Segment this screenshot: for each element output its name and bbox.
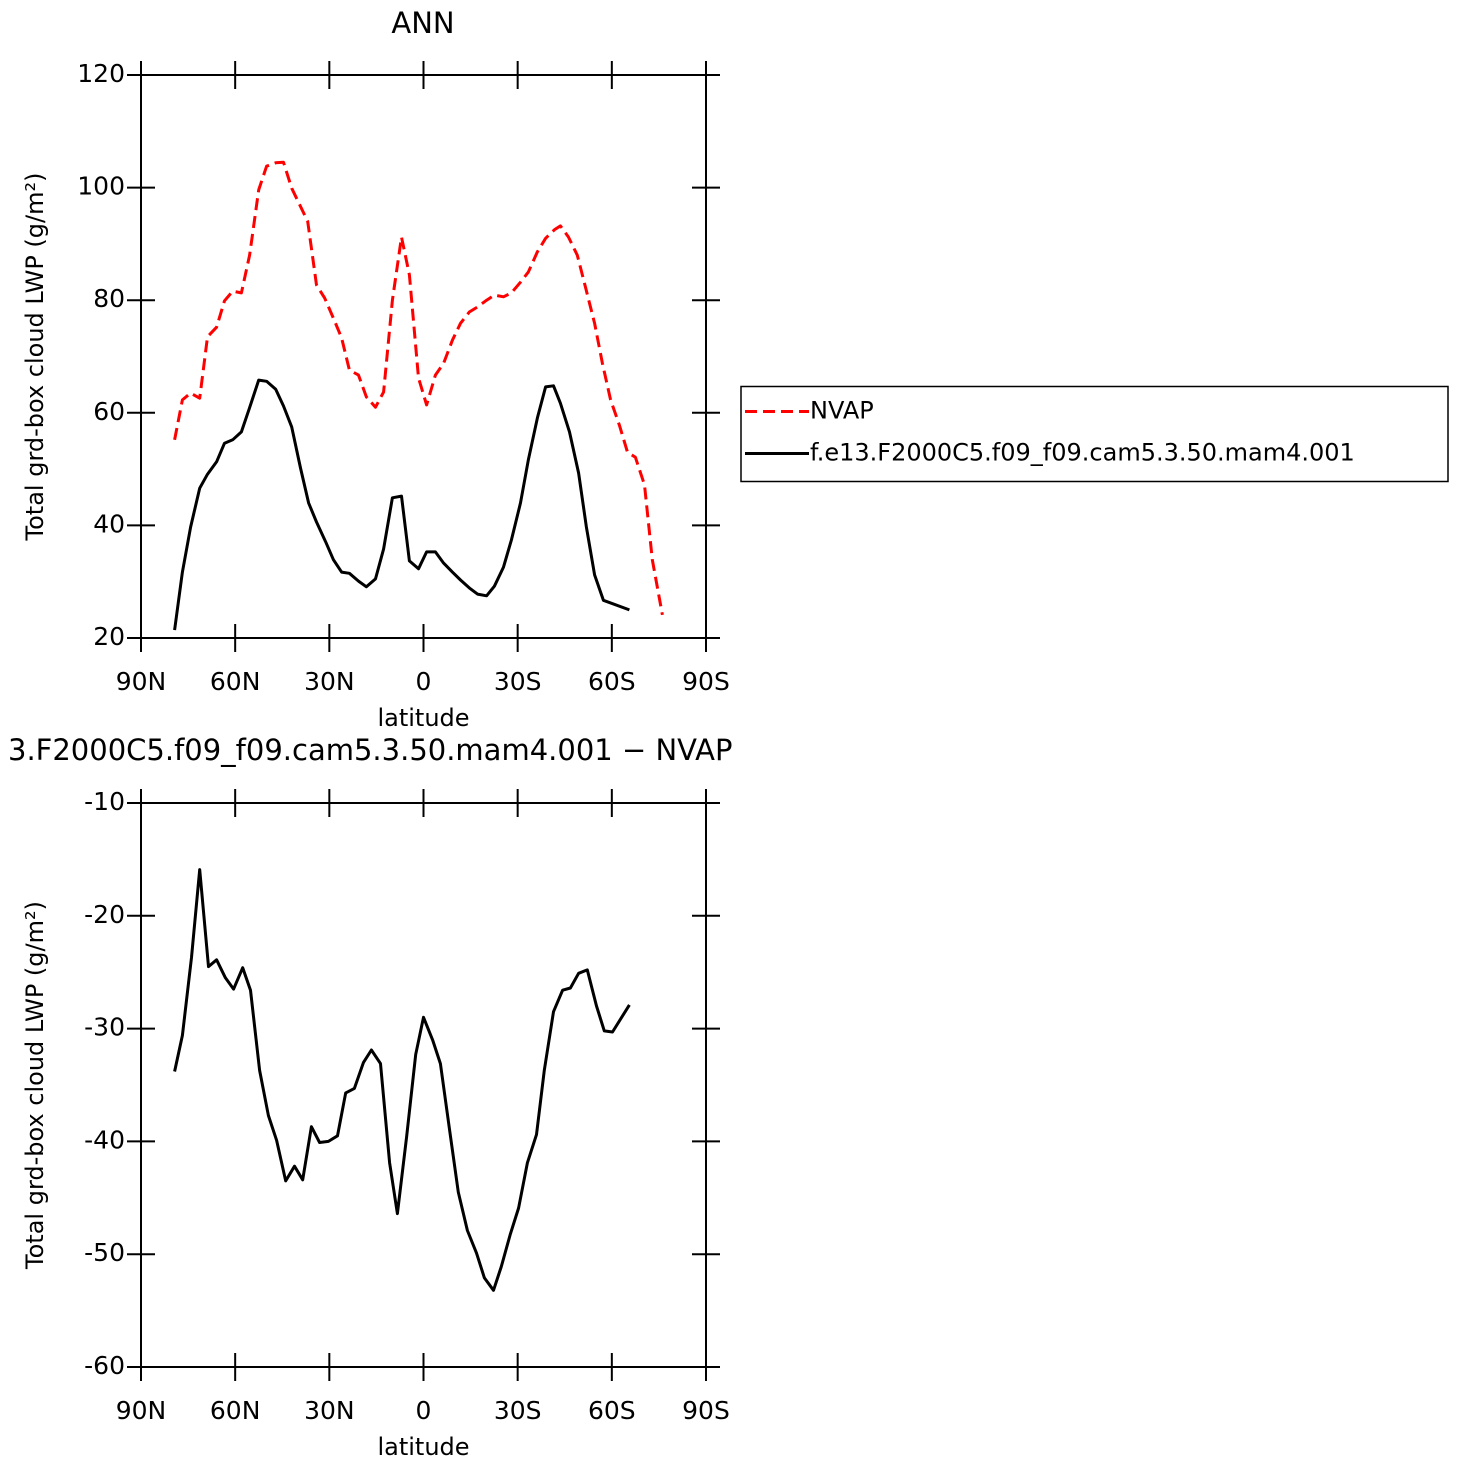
y-tick-label: 80	[93, 284, 125, 313]
chart-title: ANN	[391, 6, 454, 40]
x-tick-label: 60S	[588, 667, 636, 696]
x-tick-label: 30N	[304, 667, 355, 696]
series-line	[173, 378, 630, 631]
y-tick-label: 100	[77, 172, 125, 201]
x-axis-label: latitude	[377, 704, 469, 732]
plot-frame	[140, 802, 707, 1368]
y-tick-label: -10	[84, 787, 125, 816]
y-tick-label: -30	[84, 1013, 125, 1042]
x-tick-label: 0	[416, 667, 432, 696]
y-tick-label: 60	[93, 397, 125, 426]
y-tick-label: -50	[84, 1238, 125, 1267]
series-line	[173, 868, 631, 1292]
x-tick-label: 60N	[210, 1396, 261, 1425]
y-tick-label: 40	[93, 509, 125, 538]
x-tick-label: 90S	[682, 667, 730, 696]
x-tick-label: 30S	[494, 667, 542, 696]
x-axis-label: latitude	[377, 1433, 469, 1461]
y-tick-label: 20	[93, 622, 125, 651]
legend-box	[740, 385, 1449, 483]
x-tick-label: 30S	[494, 1396, 542, 1425]
x-tick-label: 60N	[210, 667, 261, 696]
x-tick-label: 60S	[588, 1396, 636, 1425]
y-tick-label: 120	[77, 59, 125, 88]
series-line	[173, 160, 664, 616]
y-axis-label: Total grd-box cloud LWP (g/m²)	[21, 173, 49, 542]
plot-frame	[140, 74, 707, 639]
x-tick-label: 90N	[116, 667, 167, 696]
x-tick-label: 30N	[304, 1396, 355, 1425]
legend-label: NVAP	[810, 397, 874, 425]
y-tick-label: -40	[84, 1125, 125, 1154]
legend-label: f.e13.F2000C5.f09_f09.cam5.3.50.mam4.001	[810, 439, 1355, 467]
y-axis-label: Total grd-box cloud LWP (g/m²)	[21, 901, 49, 1270]
y-tick-label: -60	[84, 1351, 125, 1380]
x-tick-label: 90N	[116, 1396, 167, 1425]
x-tick-label: 90S	[682, 1396, 730, 1425]
y-tick-label: -20	[84, 900, 125, 929]
chart-title: 3.F2000C5.f09_f09.cam5.3.50.mam4.001 − N…	[8, 733, 732, 767]
x-tick-label: 0	[416, 1396, 432, 1425]
